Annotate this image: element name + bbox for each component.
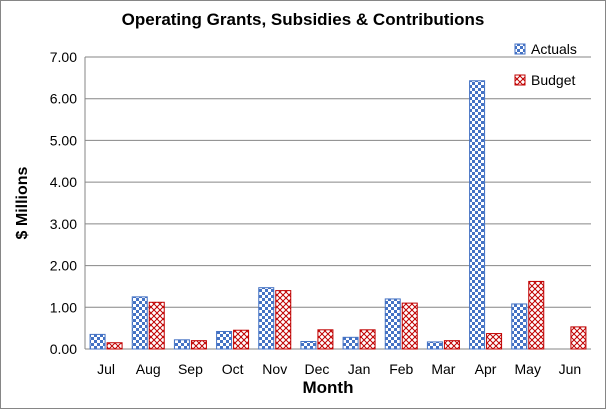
bar-budget-feb	[401, 302, 418, 350]
x-tick-label: Dec	[304, 361, 329, 377]
bar-budget-aug	[148, 301, 165, 350]
y-tick-label: 3.00	[50, 216, 77, 232]
bar-budget-oct	[233, 329, 250, 350]
x-axis-label: Month	[303, 378, 354, 397]
x-tick-label: Jul	[97, 361, 115, 377]
legend-label-budget: Budget	[531, 72, 575, 88]
chart-title: Operating Grants, Subsidies & Contributi…	[122, 10, 485, 29]
bar-actuals-nov	[258, 287, 275, 350]
y-tick-labels: 0.00 1.00 2.00 3.00 4.00 5.00 6.00 7.00	[50, 49, 77, 357]
bar-budget-may	[528, 280, 545, 350]
x-tick-label: Nov	[262, 361, 287, 377]
x-tick-label: Sep	[178, 361, 203, 377]
legend-swatch-actuals	[514, 43, 526, 55]
bar-actuals-jan	[342, 336, 359, 350]
x-tick-label: May	[515, 361, 541, 377]
gridlines	[84, 56, 591, 350]
bar-budget-jun	[570, 326, 587, 350]
y-tick-label: 7.00	[50, 49, 77, 65]
x-tick-label: Apr	[475, 361, 497, 377]
y-tick-label: 6.00	[50, 91, 77, 107]
legend-label-actuals: Actuals	[531, 41, 577, 57]
bar-actuals-dec	[300, 340, 317, 350]
x-tick-label: Feb	[389, 361, 413, 377]
bar-actuals-feb	[384, 298, 401, 350]
bar-budget-dec	[317, 329, 334, 350]
y-axis-label: $ Millions	[14, 166, 31, 239]
x-tick-label: Jun	[559, 361, 582, 377]
legend-swatch-budget	[514, 74, 526, 86]
bar-actuals-jul	[89, 333, 106, 350]
bar-actuals-apr	[469, 80, 486, 350]
y-tick-label: 1.00	[50, 299, 77, 315]
x-tick-label: Jan	[348, 361, 371, 377]
bar-actuals-aug	[131, 296, 148, 350]
legend: Actuals Budget	[514, 41, 577, 88]
bar-actuals-mar	[426, 341, 443, 350]
bar-actuals-sep	[173, 339, 190, 350]
y-tick-label: 4.00	[50, 174, 77, 190]
y-tick-label: 5.00	[50, 132, 77, 148]
bar-budget-mar	[443, 340, 460, 350]
bar-budget-sep	[190, 340, 207, 350]
x-tick-labels: Jul Aug Sep Oct Nov Dec Jan Feb Mar Apr May Jun	[97, 361, 581, 377]
bar-budget-jan	[359, 329, 376, 350]
bar-budget-nov	[275, 290, 292, 350]
bar-budget-jul	[106, 342, 123, 350]
y-tick-label: 2.00	[50, 258, 77, 274]
bars	[89, 80, 587, 350]
x-tick-label: Mar	[431, 361, 455, 377]
bar-actuals-oct	[216, 330, 233, 350]
bar-budget-apr	[486, 333, 503, 350]
x-tick-label: Oct	[222, 361, 244, 377]
y-tick-label: 0.00	[50, 341, 77, 357]
x-tick-label: Aug	[136, 361, 161, 377]
bar-actuals-may	[511, 303, 528, 350]
